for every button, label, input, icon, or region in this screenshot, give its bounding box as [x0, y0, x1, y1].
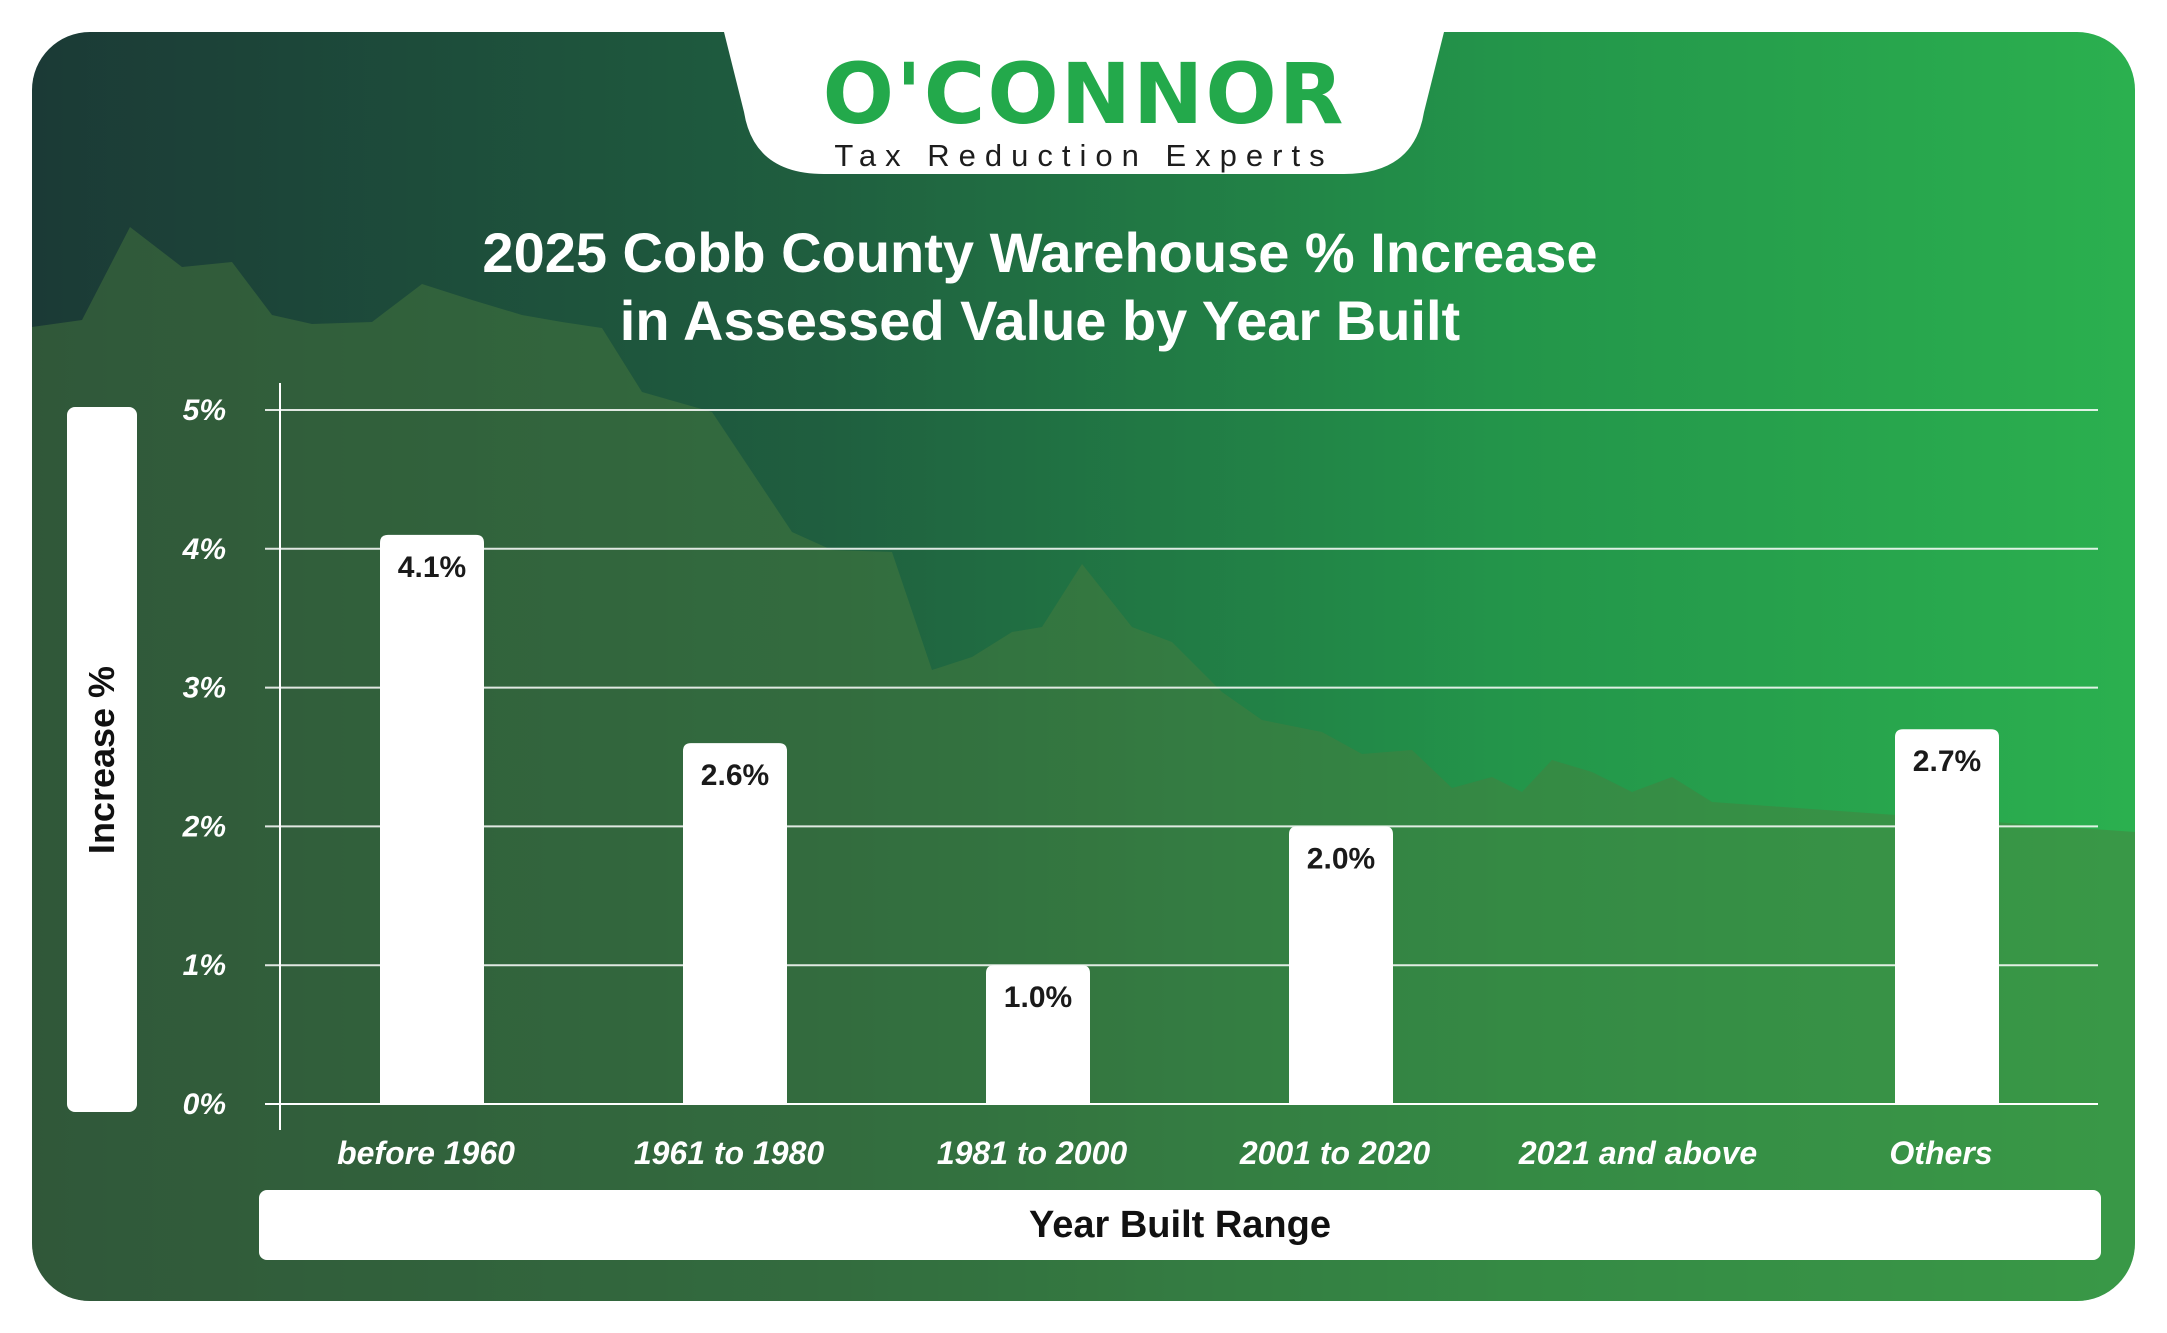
y-tick-label: 0%: [183, 1088, 226, 1121]
bar-value-label: 2.6%: [701, 759, 769, 792]
bar: [380, 534, 484, 1104]
chart-title-line-2: in Assessed Value by Year Built: [619, 289, 1461, 352]
brand-tagline: Tax Reduction Experts: [834, 138, 1334, 173]
bar: [683, 743, 787, 1104]
x-category-label: 1961 to 1980: [634, 1135, 825, 1171]
x-category-label: Others: [1889, 1135, 1992, 1171]
x-category-label: 2001 to 2020: [1239, 1135, 1431, 1171]
bar-value-label: 2.7%: [1913, 745, 1981, 778]
y-tick-label: 5%: [183, 394, 226, 427]
bar-value-label: 4.1%: [398, 551, 466, 584]
y-axis-label-box: [67, 407, 137, 1112]
x-category-label: 1981 to 2000: [937, 1135, 1128, 1171]
y-tick-label: 1%: [183, 949, 226, 982]
background-mountain-graphic: [32, 227, 2135, 1301]
logo: O'CONNOR Tax Reduction Experts: [724, 32, 1444, 174]
bar-value-label: 2.0%: [1307, 842, 1375, 875]
x-category-label: before 1960: [337, 1135, 515, 1171]
bar-value-label: 1.0%: [1004, 981, 1072, 1014]
y-tick-label: 4%: [182, 533, 226, 566]
x-category-label: 2021 and above: [1518, 1135, 1757, 1171]
logo-tab: [724, 32, 1444, 174]
bar: [986, 965, 1090, 1104]
y-tick-label: 3%: [183, 672, 226, 705]
y-tick-label: 2%: [182, 810, 226, 843]
chart-title-line-1: 2025 Cobb County Warehouse % Increase: [482, 221, 1598, 284]
x-axis-label: Year Built Range: [259, 1190, 2101, 1260]
bar: [1895, 729, 1999, 1104]
bar: [1289, 826, 1393, 1104]
brand-name: O'CONNOR: [822, 45, 1346, 143]
